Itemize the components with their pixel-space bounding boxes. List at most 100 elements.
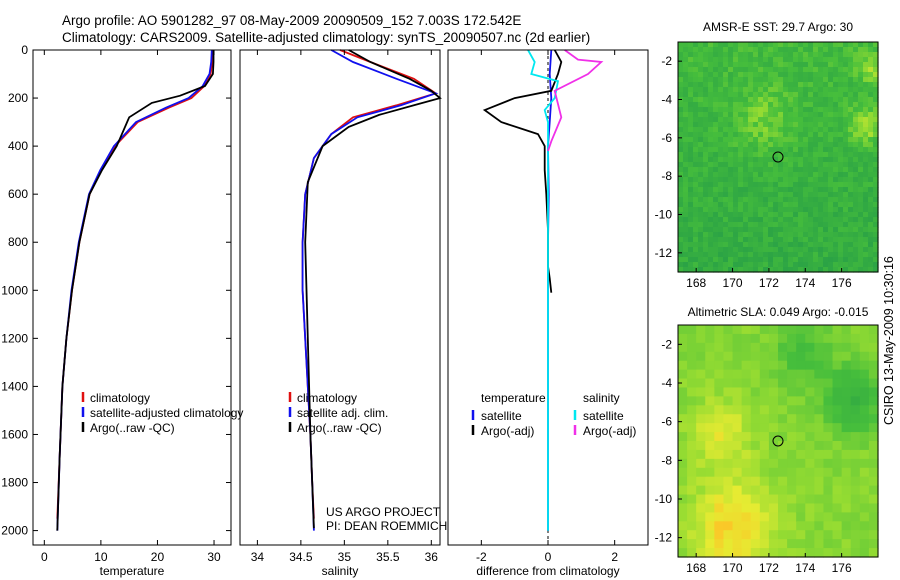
heatmap-cell [703,67,709,73]
heatmap-cell [828,207,834,213]
heatmap-cell [873,192,879,198]
heatmap-cell [778,42,784,48]
heatmap-cell [858,132,864,138]
heatmap-cell [693,227,699,233]
heatmap-cell [813,192,819,198]
heatmap-cell [733,102,739,108]
x-axis-label: difference from climatology [476,564,619,578]
heatmap-cell [678,217,684,223]
heatmap-cell [868,137,874,143]
heatmap-cell [858,127,864,133]
heatmap-cell [859,539,870,549]
series-line [527,49,560,531]
heatmap-cell [738,227,744,233]
heatmap-cell [868,262,874,268]
heatmap-cell [693,107,699,113]
heatmap-cell [793,257,799,263]
heatmap-cell [759,449,770,460]
heatmap-cell [843,147,849,153]
heatmap-cell [743,257,749,263]
heatmap-cell [688,62,694,68]
heatmap-cell [753,177,759,183]
heatmap-cell [738,207,744,213]
heatmap-cell [693,257,699,263]
heatmap-cell [768,227,774,233]
heatmap-cell [718,237,724,243]
map-frame [677,324,879,558]
heatmap-cell [698,137,704,143]
heatmap-cell [768,360,779,371]
heatmap-cell [683,247,689,253]
heatmap-cell [768,396,779,406]
heatmap-cell [853,262,859,268]
heatmap-cell [693,92,699,98]
heatmap-cell [753,52,759,58]
heatmap-cell [813,112,819,118]
heatmap-cell [693,212,699,218]
heatmap-cell [803,77,809,83]
heatmap-cell [693,42,699,48]
heatmap-cell [753,227,759,233]
heatmap-cell [873,222,879,228]
heatmap-cell [705,449,715,460]
heatmap-cell [787,512,797,522]
heatmap-cell [805,423,815,433]
heatmap-cell [838,147,844,153]
heatmap-cell [863,262,869,268]
heatmap-cell [743,142,749,148]
heatmap-cell [753,242,759,248]
heatmap-cell [798,117,804,123]
heatmap-cell [843,217,849,223]
heatmap-cell [768,539,779,549]
heatmap-cell [853,67,859,73]
x-tick-label: 176 [832,561,852,575]
heatmap-cell [823,157,829,163]
heatmap-cell [843,207,849,213]
heatmap-cell [798,92,804,98]
heatmap-cell [832,485,843,496]
heatmap-cell [743,57,749,63]
heatmap-cell [703,82,709,88]
heatmap-cell [703,167,709,173]
heatmap-cell [773,92,779,98]
heatmap-cell [813,87,819,93]
heatmap-cell [703,237,709,243]
heatmap-cell [793,117,799,123]
heatmap-cell [698,82,704,88]
heatmap-cell [808,267,814,273]
heatmap-cell [768,247,774,253]
legend-group-title: temperature [481,391,546,405]
heatmap-cell [788,142,794,148]
heatmap-cell [859,494,870,505]
heatmap-cell [678,325,688,335]
heatmap-cell [723,247,729,253]
heatmap-cell [723,485,734,496]
heatmap-cell [868,476,879,487]
heatmap-cell [832,539,843,549]
heatmap-cell [703,117,709,123]
heatmap-cell [705,378,715,389]
heatmap-cell [723,227,729,233]
heatmap-cell [778,132,784,138]
heatmap-cell [763,127,769,133]
heatmap-cell [873,137,879,143]
heatmap-cell [705,530,715,540]
heatmap-cell [759,503,770,513]
heatmap-cell [728,192,734,198]
heatmap-cell [718,62,724,68]
heatmap-cell [848,72,854,78]
heatmap-cell [793,217,799,223]
heatmap-cell [863,107,869,113]
heatmap-cell [813,227,819,233]
heatmap-cell [678,369,688,380]
heatmap-cell [708,227,714,233]
heatmap-cell [814,494,825,505]
heatmap-cell [738,192,744,198]
heatmap-cell [838,247,844,253]
heatmap-cell [708,257,714,263]
heatmap-cell [708,172,714,178]
heatmap-cell [688,112,694,118]
heatmap-cell [678,360,688,371]
heatmap-cell [743,117,749,123]
heatmap-cell [853,127,859,133]
